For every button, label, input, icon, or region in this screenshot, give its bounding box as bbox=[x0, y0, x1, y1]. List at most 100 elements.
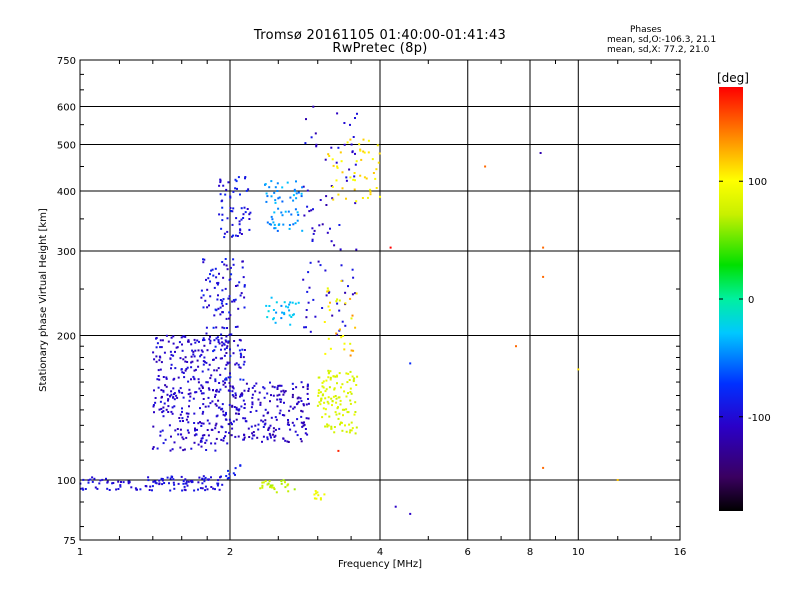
data-point bbox=[313, 493, 316, 496]
data-point bbox=[193, 434, 196, 437]
data-point bbox=[327, 305, 330, 308]
data-point bbox=[616, 479, 619, 481]
data-point bbox=[239, 356, 242, 359]
data-point bbox=[167, 411, 170, 413]
data-point bbox=[162, 410, 165, 413]
data-point bbox=[295, 192, 298, 195]
data-point bbox=[199, 407, 201, 410]
data-point bbox=[280, 482, 283, 485]
data-point bbox=[330, 427, 333, 430]
data-point bbox=[361, 197, 364, 199]
data-point bbox=[154, 480, 157, 483]
data-point bbox=[221, 426, 224, 429]
data-point bbox=[155, 346, 158, 349]
data-point bbox=[273, 439, 276, 442]
data-point bbox=[244, 417, 247, 420]
data-point bbox=[259, 403, 262, 406]
data-point bbox=[339, 328, 341, 331]
data-point bbox=[187, 393, 190, 396]
data-point bbox=[172, 378, 175, 381]
data-point bbox=[223, 232, 226, 235]
data-point bbox=[213, 369, 216, 372]
data-point bbox=[220, 438, 223, 441]
data-point bbox=[229, 385, 232, 388]
data-point bbox=[280, 304, 283, 307]
data-point bbox=[302, 403, 305, 406]
data-point bbox=[184, 360, 187, 363]
data-point bbox=[215, 404, 218, 407]
chart-subtitle: RwPretec (8p) bbox=[332, 41, 428, 56]
data-point bbox=[262, 481, 265, 484]
data-point bbox=[170, 367, 172, 370]
data-point bbox=[190, 366, 193, 369]
data-point bbox=[225, 264, 228, 267]
data-point bbox=[296, 434, 299, 437]
data-point bbox=[341, 429, 344, 432]
data-point bbox=[191, 360, 194, 363]
data-point bbox=[234, 396, 237, 399]
data-point bbox=[225, 352, 228, 354]
data-point bbox=[296, 219, 299, 222]
data-point bbox=[205, 439, 208, 442]
data-points bbox=[79, 105, 619, 515]
data-point bbox=[229, 333, 231, 336]
data-point bbox=[94, 486, 97, 489]
data-point bbox=[181, 410, 183, 413]
data-point bbox=[331, 314, 334, 317]
data-point bbox=[235, 412, 237, 415]
data-point bbox=[206, 429, 209, 431]
data-point bbox=[158, 408, 161, 411]
data-point bbox=[338, 309, 341, 312]
data-point bbox=[316, 404, 319, 407]
data-point bbox=[289, 428, 292, 431]
colorbar-ticks: 100 0 -100 bbox=[719, 177, 771, 424]
data-point bbox=[321, 416, 324, 419]
data-point bbox=[214, 380, 217, 383]
data-point bbox=[274, 199, 277, 202]
data-point bbox=[173, 398, 176, 401]
data-point bbox=[289, 196, 292, 199]
data-point bbox=[230, 333, 233, 336]
data-point bbox=[314, 132, 317, 135]
data-point bbox=[216, 336, 219, 339]
data-point bbox=[283, 311, 286, 314]
data-point bbox=[167, 405, 170, 408]
data-point bbox=[350, 429, 353, 432]
data-point bbox=[229, 376, 232, 379]
data-point bbox=[234, 363, 237, 366]
data-point bbox=[336, 333, 339, 336]
data-point bbox=[329, 347, 332, 350]
data-point bbox=[213, 286, 216, 289]
data-point bbox=[173, 392, 176, 395]
data-point bbox=[194, 391, 197, 394]
data-point bbox=[252, 434, 255, 437]
data-point bbox=[239, 229, 242, 232]
data-point bbox=[170, 390, 173, 393]
data-point bbox=[312, 105, 315, 108]
data-point bbox=[335, 300, 338, 303]
data-point bbox=[218, 184, 221, 187]
data-point bbox=[329, 370, 332, 373]
data-point bbox=[232, 207, 235, 210]
data-point bbox=[232, 472, 235, 475]
data-point bbox=[119, 485, 122, 488]
data-point bbox=[99, 479, 102, 482]
data-point bbox=[169, 449, 172, 452]
data-point bbox=[224, 431, 227, 434]
data-point bbox=[234, 394, 237, 397]
data-point bbox=[325, 195, 328, 198]
data-point bbox=[169, 489, 172, 492]
data-point bbox=[217, 479, 220, 482]
data-point bbox=[349, 176, 352, 179]
data-point bbox=[218, 390, 221, 393]
data-point bbox=[178, 341, 181, 344]
data-point bbox=[345, 179, 348, 182]
data-point bbox=[222, 410, 225, 413]
data-point bbox=[292, 407, 295, 410]
data-point bbox=[192, 397, 195, 400]
data-point bbox=[345, 430, 348, 433]
data-point bbox=[337, 449, 340, 452]
data-point bbox=[353, 413, 356, 416]
data-point bbox=[287, 490, 290, 493]
phases-x-mode-stats: mean, sd,X: 77.2, 21.0 bbox=[607, 45, 710, 55]
